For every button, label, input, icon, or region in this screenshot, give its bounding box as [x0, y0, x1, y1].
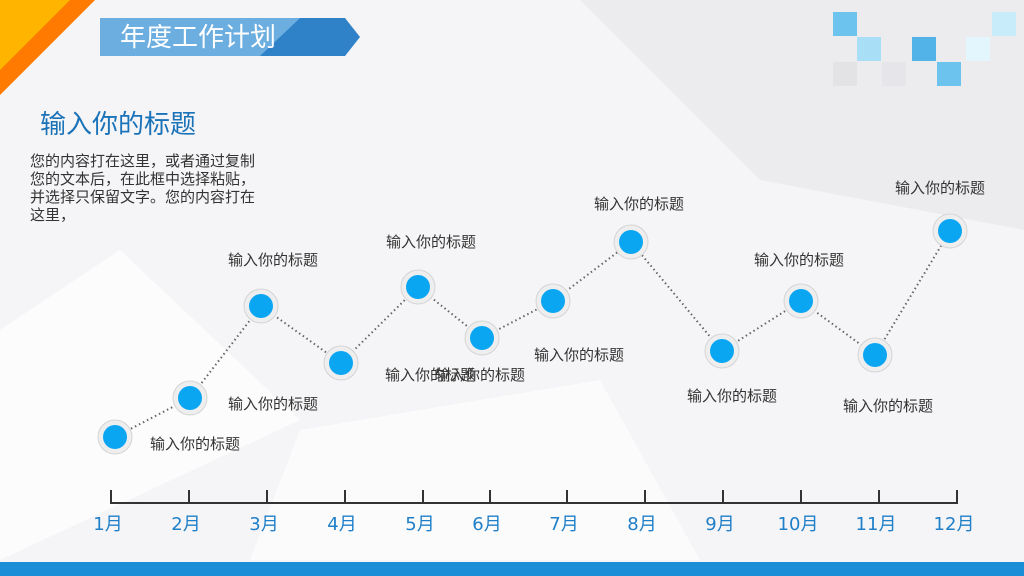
node-label: 输入你的标题	[228, 251, 318, 269]
node-dot	[938, 219, 962, 243]
month-label: 7月	[549, 514, 578, 535]
month-label: 5月	[405, 514, 434, 535]
node-label: 输入你的标题	[228, 395, 318, 413]
body-line: 这里，	[30, 206, 76, 224]
node-dot	[103, 425, 127, 449]
node-label: 输入你的标题	[435, 366, 525, 384]
deco-squares	[833, 12, 1016, 86]
node-dot	[329, 351, 353, 375]
node-dot	[541, 289, 565, 313]
month-label: 3月	[249, 514, 278, 535]
body-line: 您的内容打在这里，或者通过复制	[30, 152, 256, 170]
month-label: 12月	[934, 514, 975, 535]
node-dot	[178, 386, 202, 410]
month-label: 2月	[171, 514, 200, 535]
node-label: 输入你的标题	[386, 233, 476, 251]
title: 年度工作计划	[120, 23, 276, 53]
node-dot	[470, 326, 494, 350]
month-label: 4月	[327, 514, 356, 535]
node-label: 输入你的标题	[594, 195, 684, 213]
node-label: 输入你的标题	[687, 387, 777, 405]
month-label: 10月	[778, 514, 819, 535]
connector	[114, 230, 951, 438]
node-label: 输入你的标题	[150, 435, 240, 453]
node-dot	[789, 289, 813, 313]
month-label: 6月	[472, 514, 501, 535]
title-banner-shine	[100, 18, 300, 56]
node-label: 输入你的标题	[534, 346, 624, 364]
body-line: 并选择只保留文字。您的内容打在	[30, 188, 256, 206]
bg-shape	[250, 380, 700, 560]
node-label: 输入你的标题	[895, 179, 985, 197]
bottom-bar	[0, 562, 1024, 576]
node-dot	[710, 339, 734, 363]
node-dot	[863, 343, 887, 367]
section-heading: 输入你的标题	[40, 110, 197, 140]
node-label: 输入你的标题	[385, 366, 475, 384]
bg-shape	[0, 250, 300, 560]
timeline: 输入你的标题输入你的标题输入你的标题输入你的标题输入你的标题输入你的标题输入你的…	[93, 179, 985, 535]
node-dot	[619, 230, 643, 254]
month-label: 8月	[627, 514, 656, 535]
body-line: 您的文本后，在此框中选择粘贴，	[30, 170, 256, 188]
month-label: 11月	[856, 514, 897, 535]
corner-yellow	[0, 0, 70, 70]
node-dot	[249, 294, 273, 318]
month-label: 9月	[705, 514, 734, 535]
node-dot	[406, 275, 430, 299]
node-label: 输入你的标题	[843, 397, 933, 415]
node-label: 输入你的标题	[754, 251, 844, 269]
month-label: 1月	[93, 514, 122, 535]
